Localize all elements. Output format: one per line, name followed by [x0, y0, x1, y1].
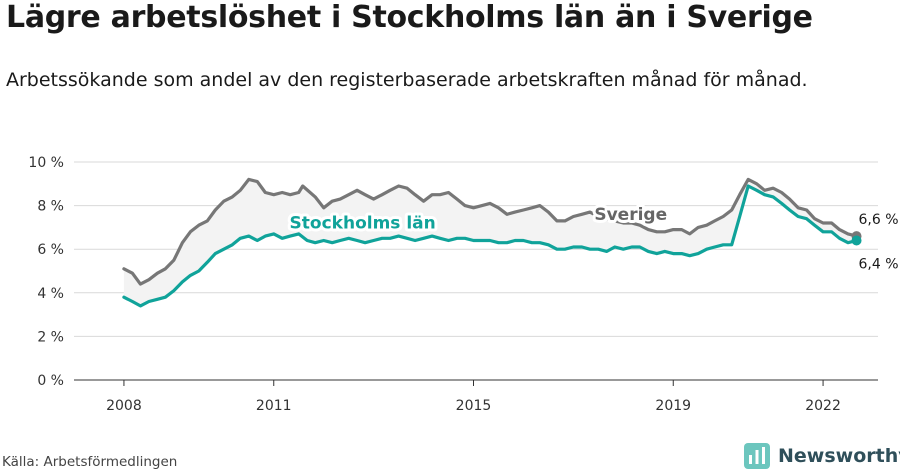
series-lines — [122, 177, 859, 308]
x-axis-ticks: 2008 2011 2015 2019 2022 — [106, 380, 841, 414]
end-markers: 6,6 % 6,4 % — [851, 212, 899, 272]
y-tick-label: 6 % — [37, 242, 64, 258]
stockholms-lan-line — [122, 184, 859, 308]
x-tick-label: 2022 — [805, 398, 841, 414]
x-tick-label: 2008 — [106, 398, 142, 414]
sverige-line — [122, 177, 859, 286]
sverige-label: Sverige — [594, 205, 667, 225]
y-tick-label: 4 % — [37, 286, 64, 302]
chart-title: Lägre arbetslöshet i Stockholms län än i… — [6, 0, 813, 35]
sverige-label-halo: Sverige — [594, 205, 667, 225]
stockholms-lan-label: Stockholms län — [290, 213, 436, 233]
stockholms-lan-end-label: 6,4 % — [859, 256, 899, 272]
y-tick-label: 0 % — [37, 373, 64, 389]
sverige-end-label: 6,6 % — [859, 212, 899, 228]
x-tick-label: 2015 — [456, 398, 492, 414]
gap-area — [123, 179, 857, 306]
x-tick-label: 2019 — [655, 398, 691, 414]
y-tick-label: 10 % — [28, 155, 64, 171]
brand-name: Newsworthy — [778, 445, 900, 467]
stockholms-lan-label-halo: Stockholms län — [290, 213, 436, 233]
y-axis-labels: 0 % 2 % 4 % 6 % 8 % 10 % — [28, 155, 64, 389]
bar-chart-logo-icon — [744, 443, 770, 469]
y-tick-label: 8 % — [37, 199, 64, 215]
source-note: Källa: Arbetsförmedlingen — [2, 454, 178, 470]
chart-subtitle: Arbetssökande som andel av den registerb… — [6, 69, 808, 91]
newsworthy-logo: Newsworthy — [744, 440, 900, 472]
stockholms-lan-end-marker — [851, 235, 862, 246]
y-tick-label: 2 % — [37, 329, 64, 345]
x-tick-label: 2011 — [256, 398, 292, 414]
